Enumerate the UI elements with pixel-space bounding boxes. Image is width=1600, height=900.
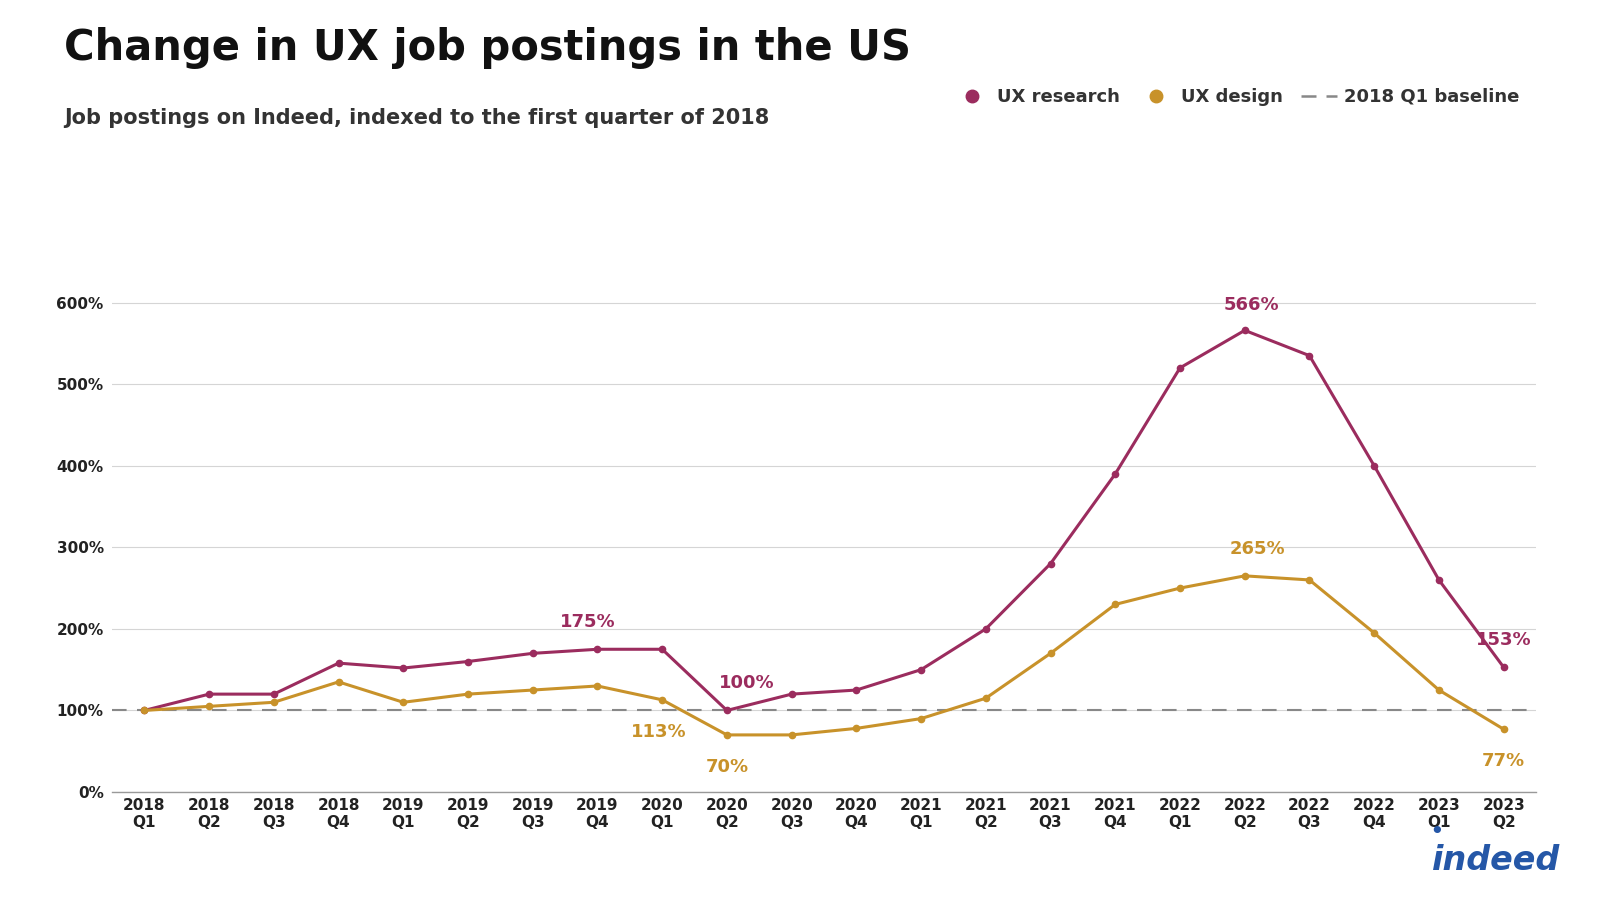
Text: 70%: 70% (706, 758, 749, 776)
Text: 265%: 265% (1230, 540, 1285, 558)
Text: •: • (1429, 820, 1443, 844)
Text: indeed: indeed (1432, 844, 1560, 878)
Text: 77%: 77% (1482, 752, 1525, 770)
Text: 100%: 100% (718, 674, 774, 692)
Text: Job postings on Indeed, indexed to the first quarter of 2018: Job postings on Indeed, indexed to the f… (64, 108, 770, 128)
Text: 175%: 175% (560, 613, 616, 631)
Legend: UX research, UX design, 2018 Q1 baseline: UX research, UX design, 2018 Q1 baseline (946, 81, 1526, 113)
Text: 566%: 566% (1224, 296, 1278, 314)
Text: 153%: 153% (1475, 631, 1531, 649)
Text: Change in UX job postings in the US: Change in UX job postings in the US (64, 27, 910, 69)
Text: 113%: 113% (630, 723, 686, 741)
